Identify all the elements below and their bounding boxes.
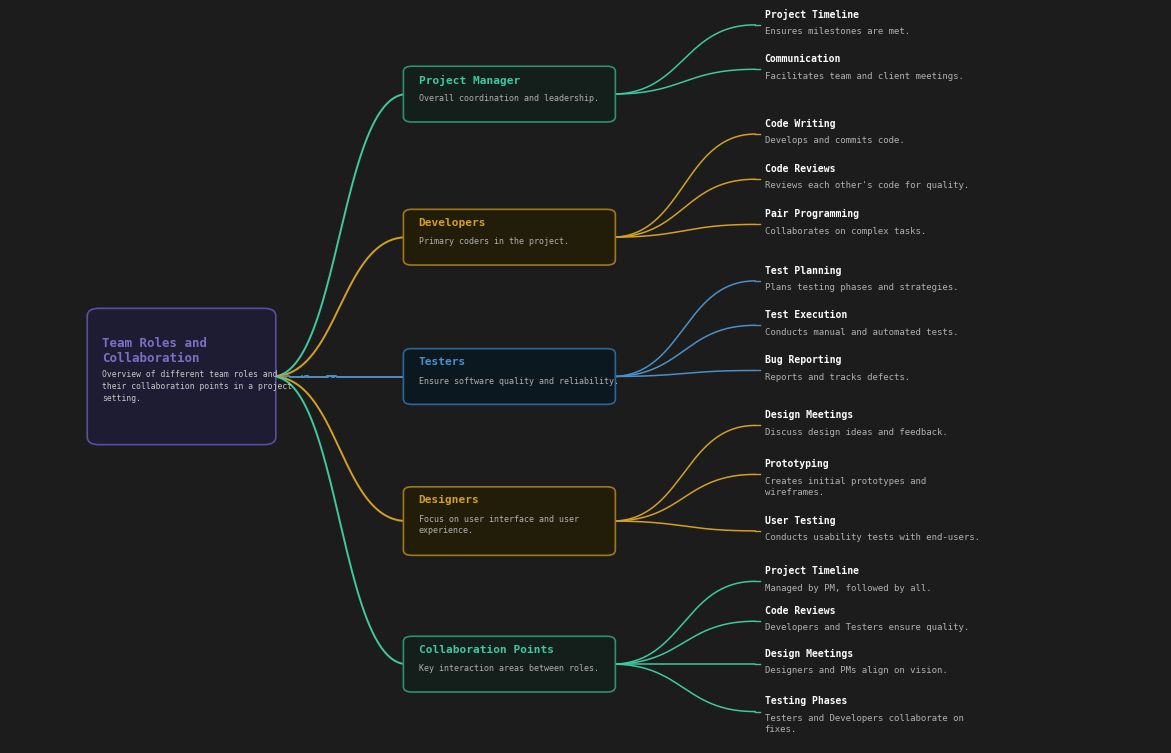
Text: Team Roles and
Collaboration: Team Roles and Collaboration [103,337,207,365]
Text: Pair Programming: Pair Programming [765,209,858,219]
Text: Overall coordination and leadership.: Overall coordination and leadership. [419,94,598,103]
Text: Collaborates on complex tasks.: Collaborates on complex tasks. [765,227,926,236]
Text: Prototyping: Prototyping [765,459,829,469]
Text: Discuss design ideas and feedback.: Discuss design ideas and feedback. [765,428,947,437]
Text: Ensures milestones are met.: Ensures milestones are met. [765,27,910,36]
Text: Project Manager: Project Manager [419,75,520,86]
Text: Testers and Developers collaborate on
fixes.: Testers and Developers collaborate on fi… [765,714,964,734]
Text: Creates initial prototypes and
wireframes.: Creates initial prototypes and wireframe… [765,477,926,497]
Text: Conducts manual and automated tests.: Conducts manual and automated tests. [765,328,958,337]
Text: Collaboration Points: Collaboration Points [419,645,554,654]
Text: Code Reviews: Code Reviews [765,164,835,174]
Text: Key interaction areas between roles.: Key interaction areas between roles. [419,664,598,673]
FancyBboxPatch shape [87,309,275,444]
Text: User Testing: User Testing [765,516,835,526]
Text: Facilitates team and client meetings.: Facilitates team and client meetings. [765,72,964,81]
Text: Reviews each other's code for quality.: Reviews each other's code for quality. [765,181,968,191]
Text: Design Meetings: Design Meetings [765,410,852,420]
Text: Managed by PM, followed by all.: Managed by PM, followed by all. [765,584,931,593]
Text: Plans testing phases and strategies.: Plans testing phases and strategies. [765,283,958,292]
FancyBboxPatch shape [403,349,616,404]
Text: Project Timeline: Project Timeline [765,565,858,576]
Text: Ensure software quality and reliability.: Ensure software quality and reliability. [419,376,618,386]
FancyBboxPatch shape [403,209,616,265]
Text: Testing Phases: Testing Phases [765,697,847,706]
Text: Develops and commits code.: Develops and commits code. [765,136,904,145]
FancyBboxPatch shape [403,636,616,692]
Text: Communication: Communication [765,54,841,64]
Text: Developers: Developers [419,218,486,227]
Text: Designers: Designers [419,495,479,505]
FancyBboxPatch shape [403,486,616,556]
Text: Test Execution: Test Execution [765,310,847,320]
Text: Design Meetings: Design Meetings [765,649,852,659]
Text: Code Reviews: Code Reviews [765,606,835,616]
Text: Focus on user interface and user
experience.: Focus on user interface and user experie… [419,515,578,535]
FancyBboxPatch shape [403,66,616,122]
Text: Overview of different team roles and
their collaboration points in a project
set: Overview of different team roles and the… [103,370,293,403]
Text: Developers and Testers ensure quality.: Developers and Testers ensure quality. [765,623,968,633]
Text: Bug Reporting: Bug Reporting [765,355,841,365]
Text: Conducts usability tests with end-users.: Conducts usability tests with end-users. [765,533,980,542]
Text: Test Planning: Test Planning [765,266,841,276]
Text: Code Writing: Code Writing [765,119,835,129]
Text: Primary coders in the project.: Primary coders in the project. [419,237,569,246]
Text: Designers and PMs align on vision.: Designers and PMs align on vision. [765,666,947,675]
Text: Reports and tracks defects.: Reports and tracks defects. [765,373,910,382]
Text: Testers: Testers [419,357,466,367]
Text: Project Timeline: Project Timeline [765,8,858,20]
